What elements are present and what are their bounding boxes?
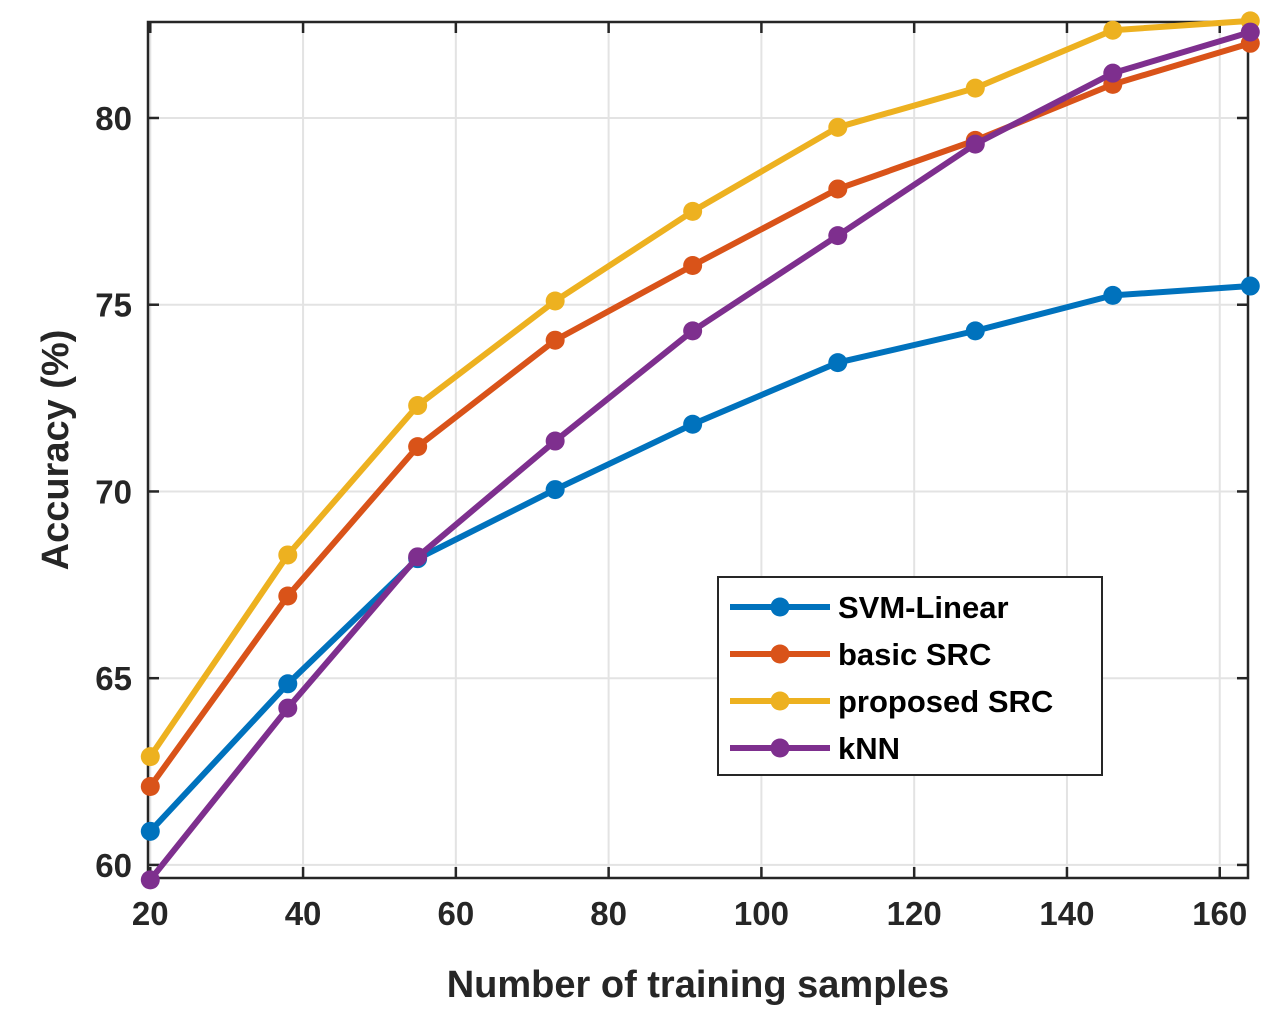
x-tick-label: 40 bbox=[285, 895, 322, 932]
legend-item: kNN bbox=[730, 731, 900, 766]
data-point bbox=[965, 321, 985, 341]
axes bbox=[146, 20, 1250, 880]
data-point bbox=[545, 431, 565, 451]
data-point bbox=[545, 330, 565, 350]
data-point bbox=[828, 117, 848, 137]
legend-marker bbox=[770, 691, 790, 711]
series-knn bbox=[140, 22, 1260, 890]
x-tick-label: 20 bbox=[132, 895, 169, 932]
legend-item: basic SRC bbox=[730, 637, 991, 672]
legend-marker bbox=[770, 738, 790, 758]
x-tick-label: 80 bbox=[590, 895, 627, 932]
series-proposed-src bbox=[140, 11, 1260, 767]
legend-label: kNN bbox=[838, 731, 900, 766]
x-tick-label: 60 bbox=[437, 895, 474, 932]
data-point bbox=[545, 291, 565, 311]
legend-marker bbox=[770, 597, 790, 617]
data-point bbox=[278, 586, 298, 606]
y-tick-label: 65 bbox=[95, 660, 132, 697]
legend-label: SVM-Linear bbox=[838, 590, 1009, 625]
data-point bbox=[965, 134, 985, 154]
data-point bbox=[1240, 22, 1260, 42]
x-tick-label: 120 bbox=[887, 895, 942, 932]
x-tick-label: 100 bbox=[734, 895, 789, 932]
data-point bbox=[828, 179, 848, 199]
data-point bbox=[278, 674, 298, 694]
y-tick-label: 60 bbox=[95, 847, 132, 884]
legend-label: basic SRC bbox=[838, 637, 991, 672]
data-point bbox=[140, 776, 160, 796]
data-point bbox=[140, 821, 160, 841]
x-tick-label: 160 bbox=[1192, 895, 1247, 932]
data-point bbox=[408, 437, 428, 457]
legend-item: SVM-Linear bbox=[730, 590, 1009, 625]
data-point bbox=[683, 321, 703, 341]
plot-frame bbox=[146, 20, 1250, 880]
data-point bbox=[1103, 20, 1123, 40]
data-point bbox=[278, 545, 298, 565]
data-point bbox=[545, 480, 565, 500]
legend: SVM-Linear basic SRC proposed SRC kNN bbox=[717, 576, 1103, 776]
y-tick-label: 70 bbox=[95, 473, 132, 510]
series-basic-src bbox=[140, 33, 1260, 796]
legend-item: proposed SRC bbox=[730, 684, 1053, 719]
x-tick-label: 140 bbox=[1039, 895, 1094, 932]
y-tick-label: 80 bbox=[95, 100, 132, 137]
data-point bbox=[408, 547, 428, 567]
data-point bbox=[1240, 276, 1260, 296]
data-point bbox=[140, 747, 160, 767]
legend-label: proposed SRC bbox=[838, 684, 1053, 719]
tick-labels: 20 40 60 80 100 120 140 160 60 65 70 75 80 bbox=[95, 100, 1247, 932]
data-point bbox=[278, 698, 298, 718]
series bbox=[140, 11, 1260, 890]
data-point bbox=[683, 256, 703, 276]
y-axis-title: Accuracy (%) bbox=[35, 330, 77, 571]
data-point bbox=[140, 870, 160, 890]
data-point bbox=[965, 78, 985, 98]
data-point bbox=[828, 353, 848, 373]
data-point bbox=[683, 414, 703, 434]
y-tick-label: 75 bbox=[95, 287, 132, 324]
x-axis-title: Number of training samples bbox=[447, 964, 950, 1006]
data-point bbox=[408, 396, 428, 416]
legend-marker bbox=[770, 644, 790, 664]
data-point bbox=[828, 226, 848, 246]
data-point bbox=[683, 201, 703, 221]
data-point bbox=[1103, 63, 1123, 83]
data-point bbox=[1103, 285, 1123, 305]
